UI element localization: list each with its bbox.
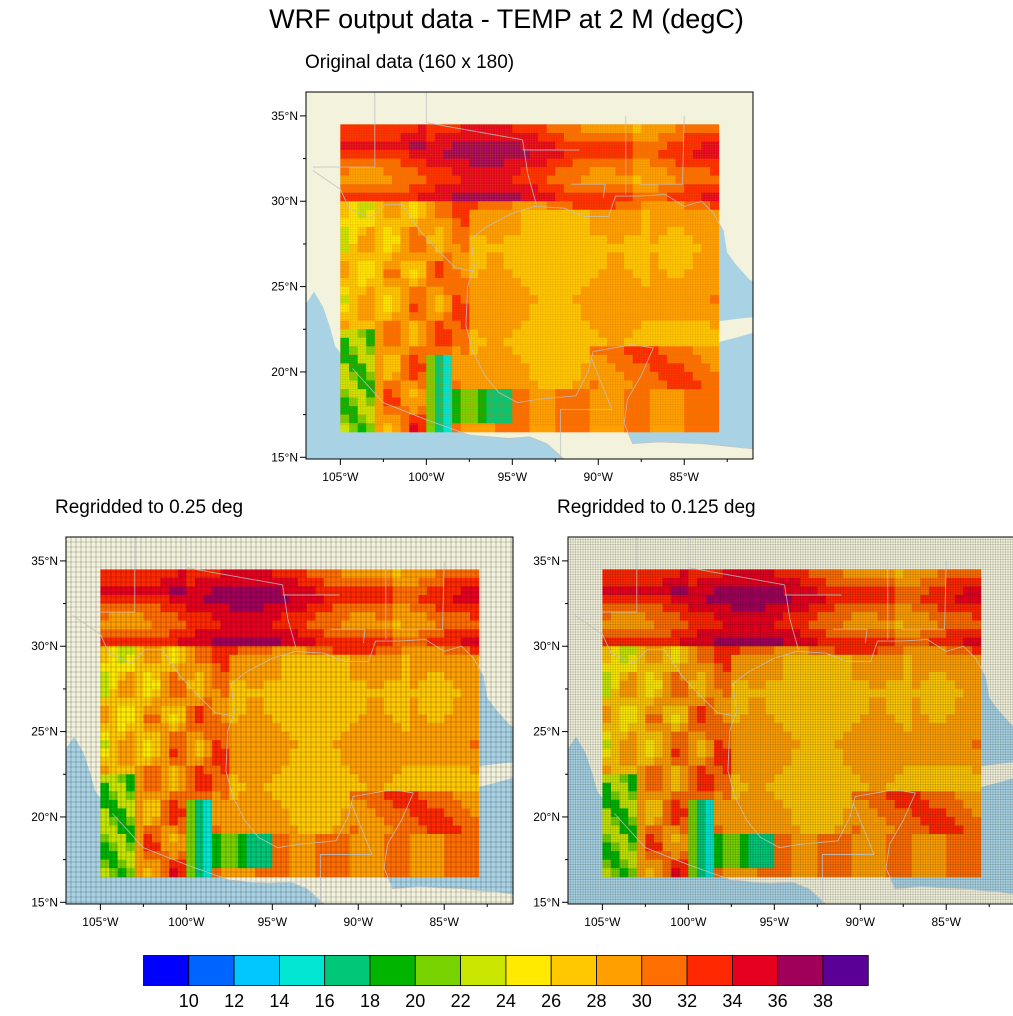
temperature-field bbox=[100, 569, 480, 878]
lat-tick-label: 25°N bbox=[31, 725, 58, 739]
colorbar-label: 18 bbox=[359, 991, 381, 1011]
lon-tick-label: 100°W bbox=[408, 470, 445, 484]
colorbar-box bbox=[641, 955, 688, 986]
lon-tick-label: 95°W bbox=[498, 470, 528, 484]
map-outlines bbox=[312, 92, 753, 459]
colorbar-box bbox=[505, 955, 552, 986]
lon-tick-label: 90°W bbox=[846, 915, 876, 929]
colorbar-box bbox=[278, 955, 326, 986]
map-svg: 105°W 100°W 95°W 90°W 85°W 35°N 30°N 25°N 20°N 15… bbox=[271, 91, 754, 484]
colorbar-box bbox=[550, 955, 597, 986]
map-svg: 105°W 100°W 95°W 90°W 85°W 35°N 30°N 25°N 20°N 15… bbox=[533, 536, 1013, 929]
temperature-field bbox=[340, 124, 720, 433]
lat-tick-label: 25°N bbox=[271, 280, 298, 294]
colorbar bbox=[143, 955, 870, 992]
lat-tick-label: 35°N bbox=[31, 554, 58, 568]
figure-title: WRF output data - TEMP at 2 M (degC) bbox=[269, 4, 744, 34]
colorbar-box bbox=[188, 955, 235, 986]
land-baja bbox=[306, 271, 317, 304]
colorbar-box bbox=[369, 955, 416, 986]
colorbar-label: 20 bbox=[405, 991, 426, 1011]
lat-tick-label: 15°N bbox=[271, 450, 298, 464]
temperature-field bbox=[602, 569, 982, 878]
lat-tick-label: 20°N bbox=[31, 810, 58, 824]
lon-tick-label: 100°W bbox=[670, 915, 707, 929]
lat-tick-label: 20°N bbox=[533, 810, 560, 824]
map-frame bbox=[305, 91, 754, 460]
lat-tick-label: 30°N bbox=[31, 639, 58, 653]
map-panel-regrid-025: 105°W 100°W 95°W 90°W 85°W 35°N 30°N 25°N 20°N 15… bbox=[0, 536, 514, 947]
map-panel-original: 105°W 100°W 95°W 90°W 85°W 35°N 30°N 25°N 20°N 15… bbox=[240, 91, 754, 502]
map-frame bbox=[567, 536, 1013, 905]
colorbar-box bbox=[143, 955, 190, 986]
map-svg: 105°W 100°W 95°W 90°W 85°W 35°N 30°N 25°N 20°N 15… bbox=[31, 536, 514, 929]
grid-mesh bbox=[340, 124, 719, 427]
colorbar-label: 26 bbox=[541, 991, 562, 1011]
lon-tick-label: 95°W bbox=[258, 915, 288, 929]
colorbar-label: 24 bbox=[495, 991, 516, 1011]
lon-tick-label: 90°W bbox=[344, 915, 374, 929]
colorbar-label: 22 bbox=[450, 991, 471, 1011]
map-frame bbox=[65, 536, 514, 905]
lon-tick-label: 85°W bbox=[931, 915, 961, 929]
colorbar-label: 34 bbox=[722, 991, 743, 1011]
map-panel-regrid-0125: 105°W 100°W 95°W 90°W 85°W 35°N 30°N 25°N 20°N 15… bbox=[502, 536, 1013, 947]
panel-subtitle-original: Original data (160 x 180) bbox=[305, 52, 515, 73]
lon-tick-label: 100°W bbox=[168, 915, 205, 929]
lon-tick-label: 105°W bbox=[584, 915, 621, 929]
lon-tick-label: 95°W bbox=[760, 915, 790, 929]
lat-tick-label: 15°N bbox=[533, 895, 560, 909]
lat-tick-label: 30°N bbox=[271, 194, 298, 208]
colorbar-label: 12 bbox=[224, 991, 245, 1011]
lon-tick-label: 85°W bbox=[669, 470, 699, 484]
colorbar-box bbox=[822, 955, 869, 986]
colorbar-label: 30 bbox=[631, 991, 652, 1011]
panel-subtitle-regrid-0125: Regridded to 0.125 deg bbox=[557, 497, 756, 518]
lon-tick-label: 85°W bbox=[429, 915, 459, 929]
colorbar-box bbox=[686, 955, 733, 986]
lat-tick-label: 20°N bbox=[271, 365, 298, 379]
colorbar-box bbox=[414, 955, 461, 986]
colorbar-label: 14 bbox=[269, 991, 290, 1011]
land-baja bbox=[568, 716, 579, 749]
colorbar-box bbox=[324, 955, 371, 986]
colorbar-box bbox=[233, 955, 280, 986]
land-baja bbox=[66, 716, 77, 749]
map-outlines bbox=[72, 537, 513, 904]
colorbar-label: 36 bbox=[767, 991, 788, 1011]
colorbar-svg bbox=[143, 955, 869, 986]
colorbar-label: 16 bbox=[314, 991, 335, 1011]
grid-mesh bbox=[66, 537, 513, 904]
panel-subtitle-regrid-025: Regridded to 0.25 deg bbox=[55, 497, 244, 518]
colorbar-label: 10 bbox=[178, 991, 199, 1011]
lon-tick-label: 90°W bbox=[584, 470, 614, 484]
colorbar-label: 32 bbox=[677, 991, 698, 1011]
lon-tick-label: 105°W bbox=[322, 470, 359, 484]
lat-tick-label: 25°N bbox=[533, 725, 560, 739]
colorbar-box bbox=[460, 955, 507, 986]
colorbar-label: 28 bbox=[586, 991, 607, 1011]
lat-tick-label: 35°N bbox=[271, 109, 298, 123]
lat-tick-label: 35°N bbox=[533, 554, 560, 568]
grid-mesh bbox=[568, 537, 1013, 904]
map-outlines bbox=[574, 537, 1013, 904]
colorbar-box bbox=[596, 955, 643, 986]
lat-tick-label: 30°N bbox=[533, 639, 560, 653]
lon-tick-label: 105°W bbox=[82, 915, 119, 929]
colorbar-label: 38 bbox=[812, 991, 834, 1011]
lat-tick-label: 15°N bbox=[31, 895, 58, 909]
colorbar-box bbox=[777, 955, 824, 986]
colorbar-box bbox=[732, 955, 779, 986]
